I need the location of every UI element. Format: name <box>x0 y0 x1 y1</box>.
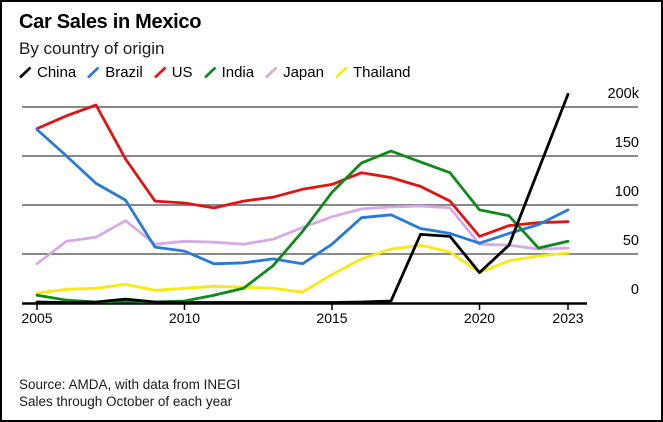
y-axis-label: 150 <box>615 135 639 151</box>
chart-subtitle: By country of origin <box>19 39 165 58</box>
legend-label: US <box>171 64 193 81</box>
x-axis-label: 2015 <box>316 310 347 326</box>
source-note: Source: AMDA, with data from INEGI <box>19 377 241 392</box>
legend-item-us: US <box>153 64 193 81</box>
legend-item-japan: Japan <box>265 64 324 81</box>
y-axis-label: 200k <box>608 86 640 102</box>
chart-title: Car Sales in Mexico <box>19 11 202 33</box>
legend-line-marker-icon <box>203 66 216 79</box>
x-axis-label: 2023 <box>552 310 583 326</box>
legend-item-china: China <box>19 64 76 81</box>
footnote: Sales through October of each year <box>19 394 233 409</box>
x-axis-label: 2010 <box>169 310 200 326</box>
series-line-japan <box>35 204 570 266</box>
legend-item-india: India <box>203 64 255 81</box>
series-line-china <box>35 92 570 304</box>
y-axis-label: 100 <box>615 184 639 200</box>
y-axis-label: 0 <box>631 282 639 298</box>
legend-line-marker-icon <box>153 66 167 79</box>
x-axis-label: 2020 <box>464 310 495 326</box>
series-line-india <box>35 149 570 304</box>
x-axis-label: 2005 <box>21 310 52 326</box>
legend-line-marker-icon <box>265 66 278 79</box>
legend-label: China <box>37 64 77 81</box>
legend-line-marker-icon <box>335 66 348 79</box>
legend-label: Thailand <box>352 64 411 81</box>
legend-line-marker-icon <box>87 66 100 79</box>
y-axis-label: 50 <box>623 233 639 249</box>
legend-label: Japan <box>283 64 324 81</box>
series-line-us <box>35 103 570 238</box>
legend-line-marker-icon <box>19 66 32 79</box>
legend-label: Brazil <box>105 64 143 81</box>
legend-item-brazil: Brazil <box>87 64 143 81</box>
legend: China Brazil US India Japan Thailand <box>19 64 411 81</box>
legend-item-thailand: Thailand <box>335 64 411 81</box>
series-line-brazil <box>35 128 570 266</box>
series-line-thailand <box>35 243 570 295</box>
legend-label: India <box>221 64 255 81</box>
